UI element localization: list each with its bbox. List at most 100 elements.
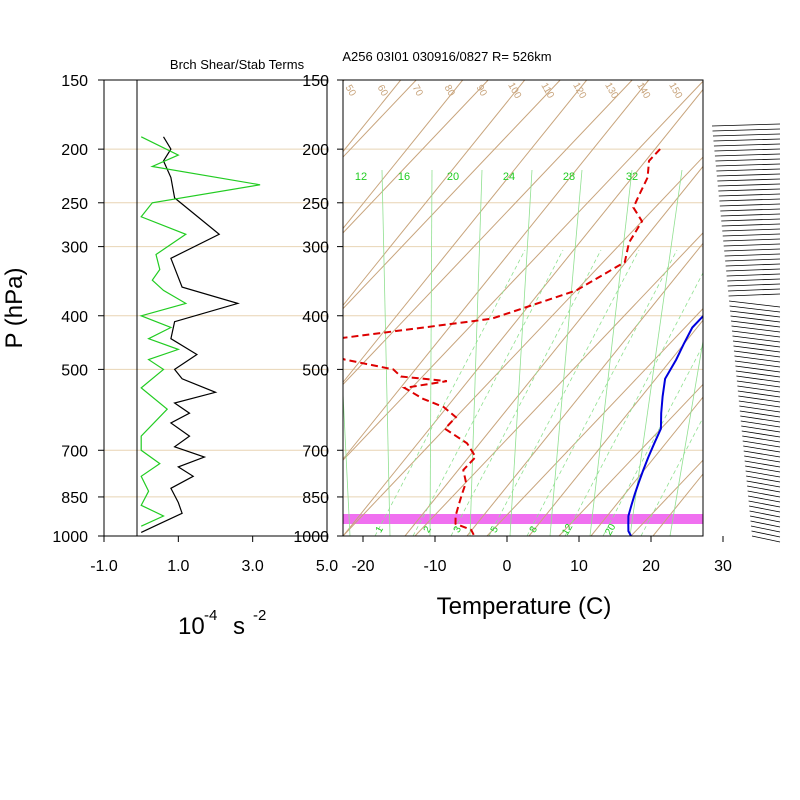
wind-barb [749,510,781,518]
left-y-tick-label: 400 [61,309,88,326]
units-exp1: -4 [204,607,217,624]
dry-adiabat-label: 70 [410,83,425,99]
dry-adiabat-label: 100 [505,81,523,101]
left-x-tick-label: -1.0 [90,558,118,575]
wind-barb [716,173,781,177]
dry-adiabat [528,319,703,536]
right-x-tick-label: 10 [570,558,588,575]
wind-barb [733,350,781,358]
mixing-ratio-label: 16 [398,171,410,183]
wind-barb [727,278,781,282]
right-x-tick-label: 20 [642,558,660,575]
moist-adiabat [429,169,433,536]
mixing-ratio-line [412,249,564,536]
right-y-tick-label: 850 [302,490,329,507]
wind-barb [729,300,781,308]
wind-barbs [711,123,781,543]
wind-barb [712,133,781,137]
wind-barb [751,530,781,538]
right-y-tick-label: 150 [302,73,329,90]
wind-barb [721,223,781,227]
wind-barb [733,345,781,353]
wind-barb [750,525,781,533]
mixing-ratio-line [602,344,703,536]
wind-barb [722,233,781,237]
right-x-tick-label: 30 [714,558,732,575]
mixing-ratio-line [564,272,703,536]
right-y-tick-label: 200 [302,142,329,159]
dry-adiabat [590,396,703,536]
left-x-tick-label: 1.0 [167,558,189,575]
dry-adiabat-label: 110 [538,81,556,101]
wind-barb [730,310,781,318]
isotherm [343,80,417,158]
dry-adiabat-label: 150 [666,81,684,101]
right-y-tick-label: 1000 [293,529,329,546]
wind-barb [743,445,781,453]
wind-barb [726,273,781,277]
left-y-tick-label: 500 [61,362,88,379]
left-x-tick-label: 5.0 [316,558,338,575]
dry-adiabat [343,80,526,307]
wind-barb [725,258,781,262]
isotherm [558,383,703,536]
wind-barb [735,370,781,378]
wind-barb [714,153,781,157]
right-panel-title: A256 03I01 030916/0827 R= 526km [342,49,551,64]
mixing-ratio-line [450,249,602,536]
isotherm [414,232,703,536]
right-y-tick-label: 250 [302,196,329,213]
wind-barb [740,420,781,428]
isotherm [0,80,272,536]
left-panel-title: Brch Shear/Stab Terms [170,57,305,72]
wind-barb [735,365,781,373]
wind-barb [748,495,781,503]
wind-barb [716,168,781,172]
wind-barb [737,390,781,398]
bottom-mixing-label: 12 [560,522,575,538]
wind-barb [747,485,781,493]
skewt-series [343,148,703,536]
bottom-mixing-label: 2 [422,524,435,535]
surface-band [343,514,703,524]
wind-barb [727,283,781,287]
left-y-tick-label: 300 [61,240,88,257]
bottom-mixing-label: 3 [452,524,465,535]
left-y-tick-label: 200 [61,142,88,159]
wind-barb [731,325,781,333]
wind-barb [739,410,781,418]
moist-adiabat [381,169,391,536]
left-panel-frame [103,79,328,537]
wind-barb [744,460,781,468]
right-x-tick-label: -10 [423,558,446,575]
wind-barb [725,263,781,267]
wind-barb [744,455,781,463]
wind-barb [718,188,781,192]
dry-adiabat [343,88,703,536]
right-y-tick-label: 700 [302,443,329,460]
wind-barb [730,320,781,328]
isotherm [343,80,489,234]
units-s: s [233,613,245,640]
wind-barb [720,213,781,217]
right-x-tick-label: -20 [351,558,374,575]
moist-adiabat [589,169,633,536]
moist-adiabat [509,169,533,536]
units-label: 10 -4 s -2 [178,607,266,640]
bottom-mixing-label: 20 [603,522,618,538]
isotherm [343,80,345,82]
wind-barb [737,385,781,393]
wind-barb [748,505,781,513]
dry-adiabat [466,242,703,536]
wind-barb [750,520,781,528]
mixing-ratio-line [374,249,526,536]
isotherm [486,307,703,536]
isotherm [343,80,561,310]
dry-adiabat [404,165,703,536]
isotherm [630,459,703,536]
wind-barb [742,440,781,448]
mixing-ratio-label: 24 [503,171,515,183]
wind-barb [713,138,781,142]
